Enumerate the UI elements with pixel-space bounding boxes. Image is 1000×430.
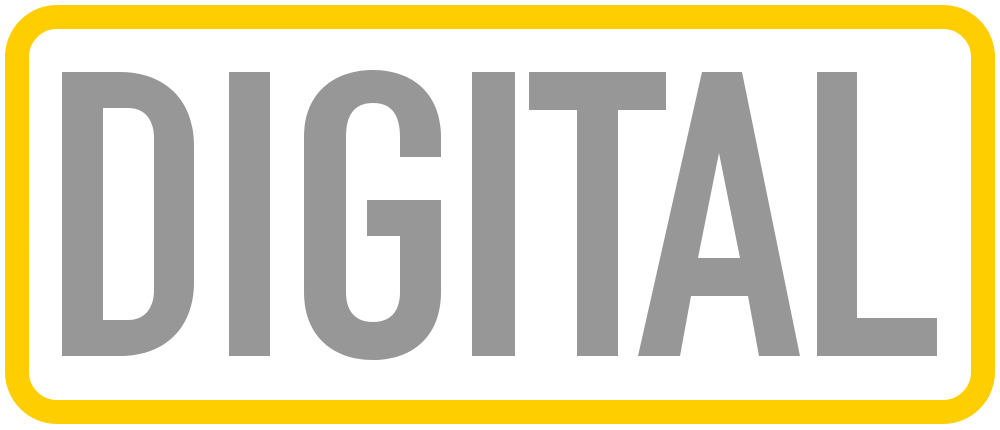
logo-letter-t [529,72,666,356]
logo-letter-l [817,72,937,356]
logo-letter-g [304,70,441,360]
logo-letter-d [62,72,194,356]
logo-letter-a [638,72,800,356]
logo-letter-i-2 [472,72,515,356]
logo-letter-i-1 [229,72,270,356]
